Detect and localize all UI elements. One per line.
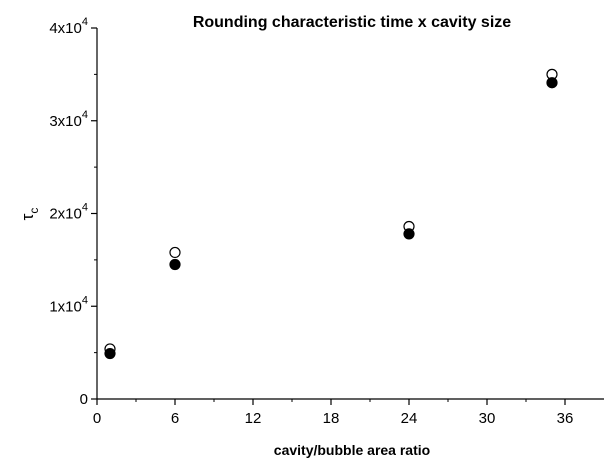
y-tick-label: 0 [80, 391, 88, 408]
y-axis-title: τc [18, 208, 41, 221]
x-tick-label: 6 [171, 410, 179, 427]
open-data-point [169, 246, 181, 259]
x-tick-label: 36 [557, 410, 574, 427]
filled-data-point [546, 77, 558, 89]
filled-data-point [403, 228, 415, 240]
y-tick-label: 2x104 [49, 202, 88, 223]
chart-title: Rounding characteristic time x cavity si… [193, 14, 511, 31]
x-tick-label: 24 [401, 410, 418, 427]
x-tick-label: 12 [245, 410, 262, 427]
y-tick-label: 3x104 [49, 109, 88, 130]
y-axis-title-symbol: τ [18, 213, 37, 220]
data-points [104, 68, 558, 360]
y-tick-label: 4x104 [49, 16, 88, 37]
y-axis-title-subscript: c [27, 208, 41, 214]
y-axis-ticks: 0 1x104 2x104 3x104 4x104 [49, 16, 97, 408]
axes [96, 28, 604, 400]
x-tick-label: 30 [479, 410, 496, 427]
x-axis-title: cavity/bubble area ratio [274, 442, 430, 458]
x-axis-ticks: 0 6 12 18 24 30 36 [93, 399, 574, 427]
y-tick-label: 1x104 [49, 294, 88, 315]
filled-data-point [169, 258, 181, 271]
filled-data-point [104, 347, 116, 360]
x-tick-label: 18 [323, 410, 340, 427]
x-tick-label: 0 [93, 410, 101, 427]
